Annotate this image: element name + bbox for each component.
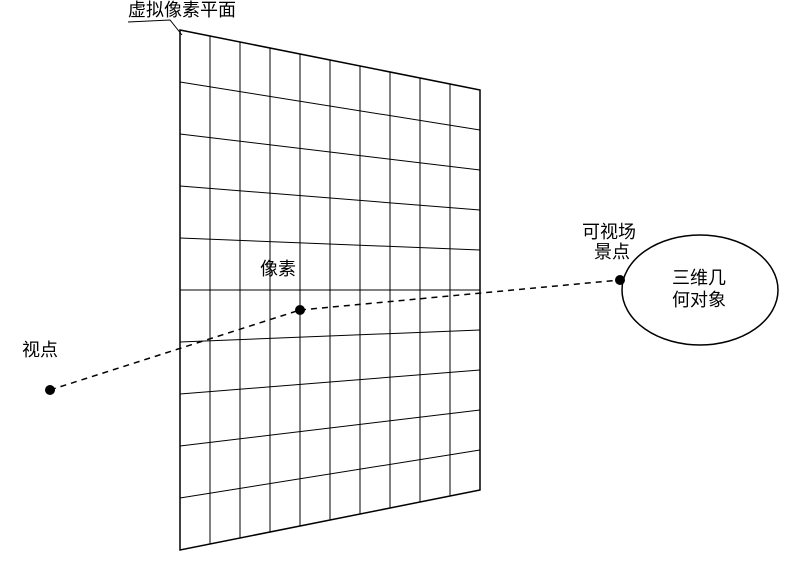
pixel-dot — [295, 305, 305, 315]
plane-label: 虚拟像素平面 — [128, 0, 236, 20]
pixel-label: 像素 — [260, 259, 296, 279]
viewpoint-label: 视点 — [22, 340, 58, 360]
scene-point-dot — [615, 275, 625, 285]
plane-callout-line — [128, 20, 182, 35]
ray-segment-1 — [50, 310, 300, 390]
object-label-line2: 何对象 — [672, 290, 726, 310]
viewpoint-dot — [45, 385, 55, 395]
scene-label-line1: 可视场 — [582, 222, 636, 242]
ray-segment-2 — [300, 280, 620, 310]
object-label-line1: 三维几 — [672, 268, 726, 288]
scene-label-line2: 景点 — [594, 242, 630, 262]
